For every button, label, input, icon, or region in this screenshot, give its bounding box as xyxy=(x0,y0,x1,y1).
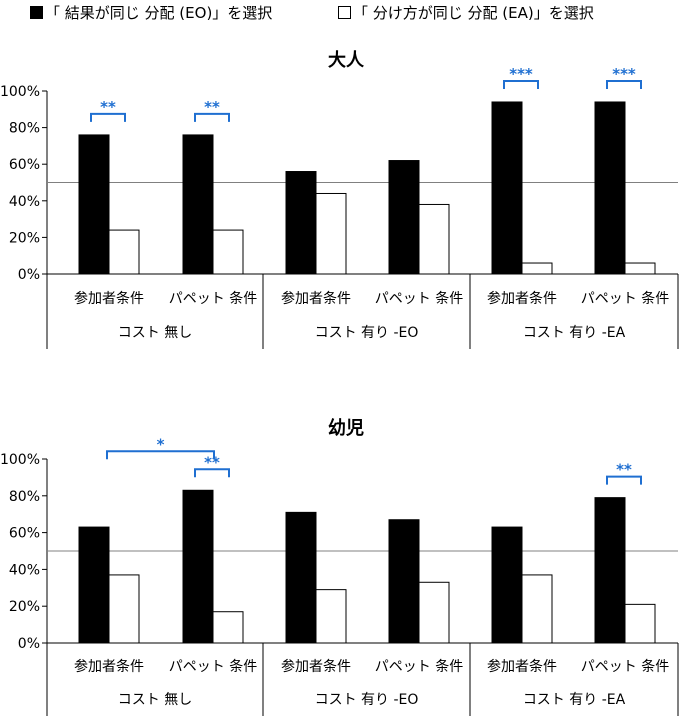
chart2-significance-label: ** xyxy=(204,453,220,471)
legend: 「 結果が同じ 分配 (EO)」を選択 「 分け方が同じ 分配 (EA)」を選択 xyxy=(0,2,693,24)
chart2-title: 幼児 xyxy=(328,417,364,439)
chart2-y-tick-label: 80% xyxy=(9,489,40,505)
chart1-significance-bracket xyxy=(194,112,230,122)
chart2-significance-bracket xyxy=(194,468,230,478)
chart2-significance-label: ** xyxy=(616,461,632,479)
chart2-group-label: コスト 有り -EA xyxy=(523,692,626,708)
chart2-y-tick-label: 0% xyxy=(18,636,40,652)
chart2-y-tick-label: 100% xyxy=(0,452,40,468)
chart2-bar-ea xyxy=(315,589,347,644)
chart2-y-tick-label: 40% xyxy=(9,562,40,578)
chart2-bar-ea xyxy=(624,603,656,644)
chart2-bar-ea xyxy=(108,574,140,644)
chart1-category-label: パペット 条件 xyxy=(169,290,257,307)
legend-swatch-eo xyxy=(30,5,43,19)
chart2-bar-ea xyxy=(521,574,553,644)
chart2-bar-eo xyxy=(388,519,420,644)
chart1-significance-label: ** xyxy=(100,98,116,116)
chart1-y-tick-label: 60% xyxy=(9,157,40,173)
chart2-bar-ea xyxy=(212,611,244,644)
chart1-group-label: コスト 無し xyxy=(118,325,192,341)
chart2-bar-eo xyxy=(491,526,523,644)
chart1-category-label: 参加者条件 xyxy=(74,290,144,307)
chart1-bar-ea xyxy=(212,229,244,275)
chart1-y-tick-label: 100% xyxy=(0,84,40,100)
chart2-bar-eo xyxy=(78,526,110,644)
legend-swatch-ea xyxy=(338,5,351,19)
chart1-significance-label: *** xyxy=(509,65,533,83)
chart2-category-label: 参加者条件 xyxy=(74,658,144,675)
chart1-significance-label: ** xyxy=(204,98,220,116)
chart2-group-label: コスト 無し xyxy=(118,692,192,708)
chart2-category-label: パペット 条件 xyxy=(169,658,257,675)
chart1-bar-ea xyxy=(108,229,140,275)
chart1-y-tick-label: 0% xyxy=(18,267,40,283)
chart1-significance-bracket xyxy=(606,79,642,89)
chart1-bar-eo xyxy=(78,134,110,275)
chart1-bar-eo xyxy=(182,134,214,275)
chart1-y-tick-label: 80% xyxy=(9,121,40,137)
chart2-significance-bracket xyxy=(606,475,642,485)
chart2-y-tick-label: 20% xyxy=(9,599,40,615)
chart1-y-tick-label: 20% xyxy=(9,230,40,246)
chart1-bar-ea xyxy=(624,262,656,275)
legend-label-ea: 「 分け方が同じ 分配 (EA)」を選択 xyxy=(353,4,594,22)
chart1-bar-ea xyxy=(418,203,450,275)
chart1-category-label: 参加者条件 xyxy=(487,290,557,307)
chart2-group-label: コスト 有り -EO xyxy=(315,692,419,708)
chart1-bar-eo xyxy=(388,160,420,275)
chart1-significance-bracket xyxy=(90,112,126,122)
chart2-bar-eo xyxy=(182,489,214,644)
chart1-category-label: パペット 条件 xyxy=(375,290,463,307)
chart1-significance-bracket xyxy=(503,79,539,89)
chart1-group-label: コスト 有り -EA xyxy=(523,325,626,341)
chart1-bar-ea xyxy=(521,262,553,275)
legend-item-ea: 「 分け方が同じ 分配 (EA)」を選択 xyxy=(338,2,594,24)
chart1-category-label: パペット 条件 xyxy=(581,290,669,307)
chart1-category-label: 参加者条件 xyxy=(281,290,351,307)
chart2-bar-eo xyxy=(594,497,626,644)
chart1-bar-eo xyxy=(491,101,523,275)
chart2-bar-ea xyxy=(418,581,450,644)
chart1-group-label: コスト 有り -EO xyxy=(315,325,419,341)
chart2-bar-eo xyxy=(285,511,317,644)
chart1-bar-ea xyxy=(315,192,347,275)
legend-label-eo: 「 結果が同じ 分配 (EO)」を選択 xyxy=(45,4,273,22)
chart2-significance-label: * xyxy=(157,435,165,453)
chart1-significance-label: *** xyxy=(612,65,636,83)
chart2-category-label: パペット 条件 xyxy=(375,658,463,675)
chart2-category-label: パペット 条件 xyxy=(581,658,669,675)
chart1-bar-eo xyxy=(285,171,317,275)
chart2-significance-bracket xyxy=(106,450,215,460)
chart2-y-tick-label: 60% xyxy=(9,526,40,542)
chart1-y-tick-label: 40% xyxy=(9,194,40,210)
chart1-title: 大人 xyxy=(328,49,365,71)
legend-item-eo: 「 結果が同じ 分配 (EO)」を選択 xyxy=(30,2,272,24)
chart1-bar-eo xyxy=(594,101,626,275)
chart2-category-label: 参加者条件 xyxy=(281,658,351,675)
chart2-category-label: 参加者条件 xyxy=(487,658,557,675)
